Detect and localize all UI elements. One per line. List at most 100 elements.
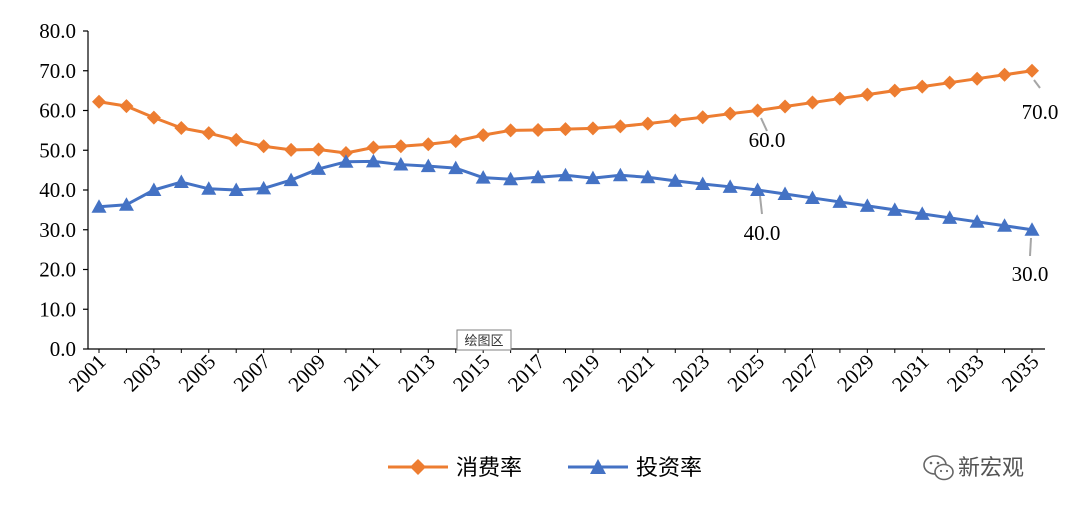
series-1-point (365, 153, 381, 168)
series-0-point (832, 91, 847, 106)
series-0-point (366, 140, 381, 155)
data-label: 60.0 (749, 128, 786, 152)
x-tick-label: 2013 (393, 350, 440, 397)
series-0-point (201, 126, 216, 141)
series-0-point (256, 139, 271, 154)
watermark: 新宏观 (923, 455, 1024, 481)
series-1-point (283, 172, 299, 187)
series-0-point (668, 113, 683, 128)
series-0-point (860, 87, 875, 102)
series-0-point (887, 83, 902, 98)
tooltip-box (456, 329, 512, 351)
series-1-point (256, 180, 272, 195)
series-0-point (805, 95, 820, 110)
series-0-point (531, 122, 546, 137)
y-tick-label: 20.0 (39, 258, 76, 282)
series-1-point (558, 167, 573, 182)
legend-label: 消费率 (456, 456, 522, 481)
x-tick-label: 2015 (448, 350, 495, 397)
series-1-point (859, 198, 875, 212)
y-tick-label: 80.0 (39, 19, 76, 43)
series-0-point (695, 110, 710, 125)
y-ticks: 0.0 10.0 20.0 30.0 40.0 50.0 60.0 70.0 80.0 (39, 19, 88, 361)
series-1-point (475, 170, 491, 184)
y-tick-label: 0.0 (50, 337, 76, 361)
watermark-text: 新宏观 (958, 456, 1024, 481)
y-tick-label: 60.0 (39, 99, 76, 123)
series-1-point (118, 197, 134, 211)
series-1-point (503, 171, 519, 186)
x-tick-label: 2009 (283, 350, 330, 397)
annotation-layer: 60.0 70.0 40.0 30.0 (744, 79, 1059, 286)
tooltip-text: 绘图区 (464, 334, 503, 349)
legend-label: 投资率 (636, 456, 702, 481)
x-tick-label: 2031 (887, 350, 934, 397)
legend: 消费率 投资率 (388, 456, 702, 481)
series-0-point (284, 142, 299, 157)
series-0-point (723, 106, 738, 121)
annotation-leader (759, 195, 763, 215)
annotation-leader (1029, 237, 1032, 257)
series-1-point (448, 160, 464, 175)
series-0-point (393, 139, 408, 154)
data-label: 40.0 (744, 221, 781, 245)
series-0-point (558, 122, 573, 137)
x-ticks: 2001 2003 2005 2007 2009 2011 2013 2015 2017 2019… (64, 349, 1044, 396)
x-tick-label: 2011 (339, 350, 385, 396)
y-tick-label: 70.0 (39, 59, 76, 83)
series-0-point (174, 120, 189, 135)
series-1-point (338, 154, 354, 168)
plot-area: 0.0 10.0 20.0 30.0 40.0 50.0 60.0 70.0 80.0 2001… (39, 19, 1058, 396)
annotation-leader (760, 117, 768, 132)
series-1-point (311, 161, 327, 175)
x-tick-label: 2027 (777, 350, 824, 397)
series-0-point (338, 146, 353, 161)
series-1-point (695, 176, 711, 191)
annotation-leader (1033, 79, 1041, 89)
x-tick-label: 2033 (942, 350, 989, 397)
series-1-point (585, 170, 601, 185)
series-0-point (640, 116, 655, 131)
data-label: 70.0 (1022, 100, 1059, 124)
series-1-point (969, 214, 985, 228)
series-0-point (778, 99, 793, 114)
series-1-point (228, 182, 244, 196)
series-1-point (722, 179, 738, 193)
data-label: 30.0 (1012, 262, 1049, 286)
y-tick-label: 50.0 (39, 138, 76, 162)
x-tick-label: 2029 (832, 350, 879, 397)
series-0-point (503, 123, 518, 138)
series-1-point (832, 194, 848, 208)
x-tick-label: 2023 (668, 350, 715, 397)
series-0-point (915, 79, 930, 94)
legend-marker (590, 459, 606, 474)
series-1-point (420, 158, 436, 173)
series-0-point (997, 67, 1012, 82)
series-0-point (476, 128, 491, 143)
series-1-point (146, 182, 162, 196)
x-tick-label: 2017 (503, 350, 550, 397)
series-1-point (91, 199, 107, 213)
series-0-point (1025, 63, 1039, 78)
y-tick-label: 30.0 (39, 218, 76, 242)
plot-area-tooltip: 绘图区 (456, 329, 512, 351)
series-0-point (585, 121, 600, 136)
series-1-point (750, 182, 766, 196)
x-tick-label: 2019 (558, 350, 605, 397)
series-1-point (804, 190, 820, 204)
x-tick-label: 2025 (722, 350, 769, 397)
series-1-point (530, 169, 546, 184)
series-0-point (421, 137, 436, 152)
series-layer (91, 63, 1040, 236)
wechat-icon (923, 455, 954, 481)
series-1-point (201, 181, 217, 195)
series-0-point (92, 94, 106, 109)
series-0-point (311, 142, 326, 157)
series-0-point (613, 119, 628, 134)
series-0-point (119, 99, 134, 114)
series-1-point (612, 167, 628, 182)
series-1-point (942, 210, 958, 224)
series-0-point (970, 71, 985, 86)
series-1-point (640, 169, 656, 184)
series-0-point (448, 134, 463, 149)
